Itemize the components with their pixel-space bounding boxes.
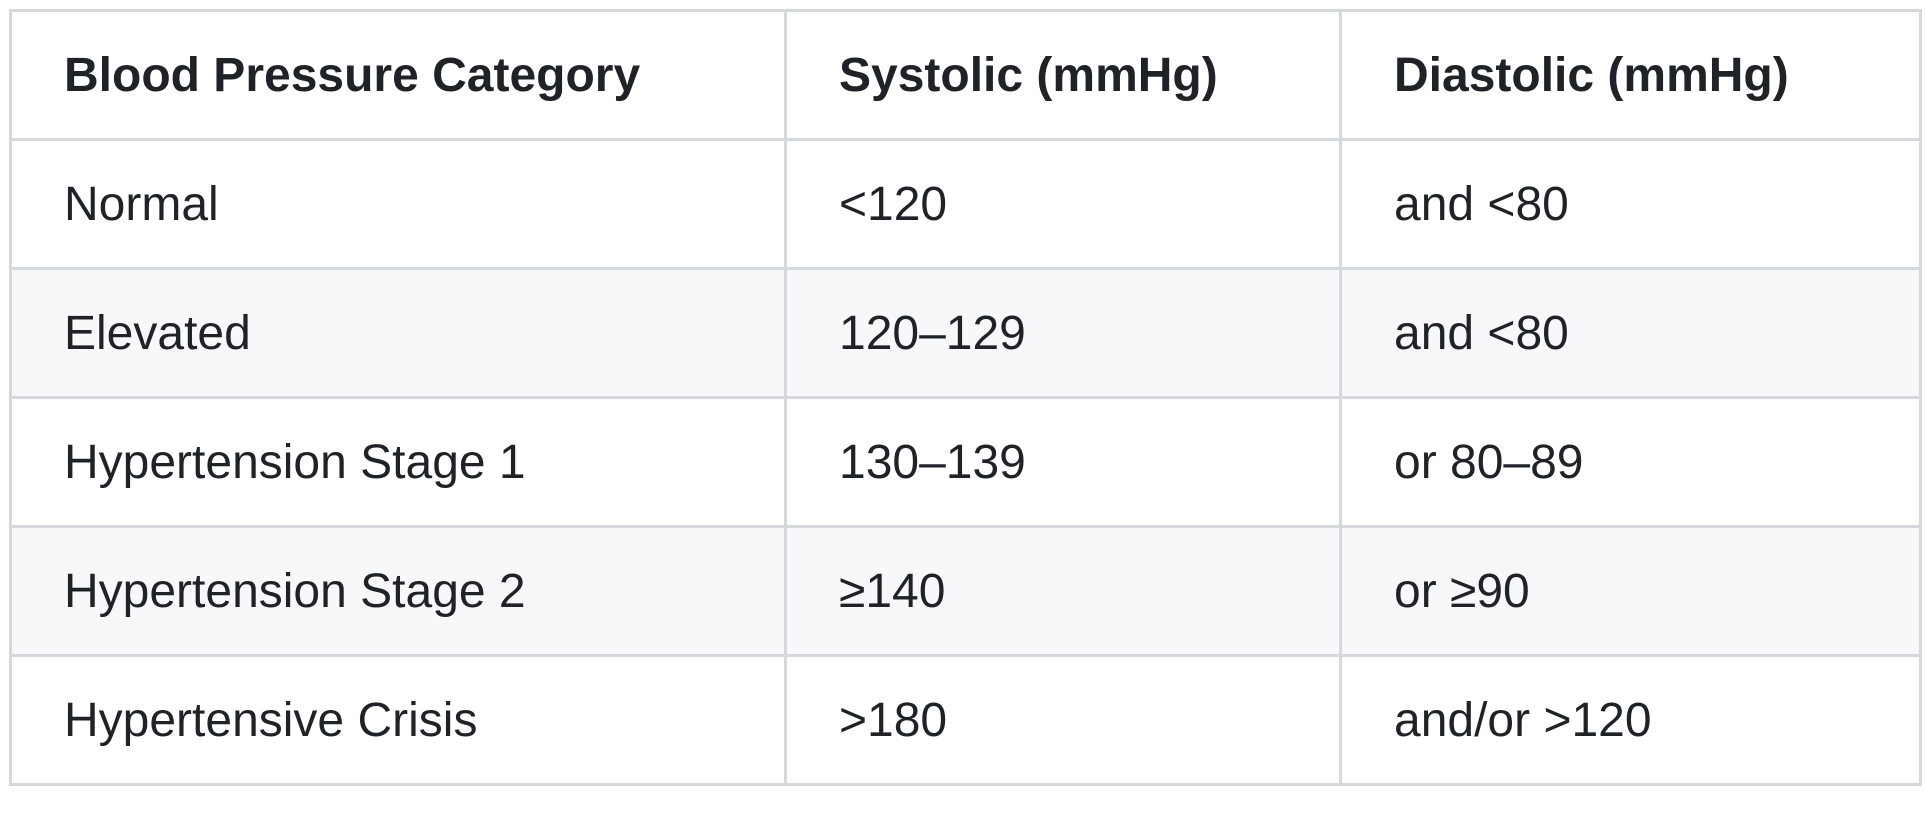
table-row: Hypertensive Crisis >180 and/or >120	[9, 654, 1922, 786]
bp-table: Blood Pressure Category Systolic (mmHg) Di…	[9, 9, 1922, 786]
table-cell: or 80–89	[1339, 396, 1922, 528]
table-header: Blood Pressure Category Systolic (mmHg) Di…	[9, 9, 1922, 141]
table-cell: and/or >120	[1339, 654, 1922, 786]
table-body: Normal <120 and <80 Elevated 120–129 and <80 H…	[9, 138, 1922, 786]
table-cell: >180	[784, 654, 1342, 786]
table-row: Hypertension Stage 2 ≥140 or ≥90	[9, 525, 1922, 657]
header-cell: Systolic (mmHg)	[784, 9, 1342, 141]
table-cell: Normal	[9, 138, 787, 270]
header-row: Blood Pressure Category Systolic (mmHg) Di…	[9, 9, 1922, 141]
header-cell: Blood Pressure Category	[9, 9, 787, 141]
table-cell: or ≥90	[1339, 525, 1922, 657]
table-cell: and <80	[1339, 138, 1922, 270]
table-row: Elevated 120–129 and <80	[9, 267, 1922, 399]
table-row: Hypertension Stage 1 130–139 or 80–89	[9, 396, 1922, 528]
table-cell: Hypertension Stage 2	[9, 525, 787, 657]
table-cell: Hypertensive Crisis	[9, 654, 787, 786]
table-cell: Elevated	[9, 267, 787, 399]
table-cell: 120–129	[784, 267, 1342, 399]
header-cell: Diastolic (mmHg)	[1339, 9, 1922, 141]
table-cell: <120	[784, 138, 1342, 270]
table-cell: ≥140	[784, 525, 1342, 657]
table-cell: Hypertension Stage 1	[9, 396, 787, 528]
table-cell: 130–139	[784, 396, 1342, 528]
table-row: Normal <120 and <80	[9, 138, 1922, 270]
table-cell: and <80	[1339, 267, 1922, 399]
